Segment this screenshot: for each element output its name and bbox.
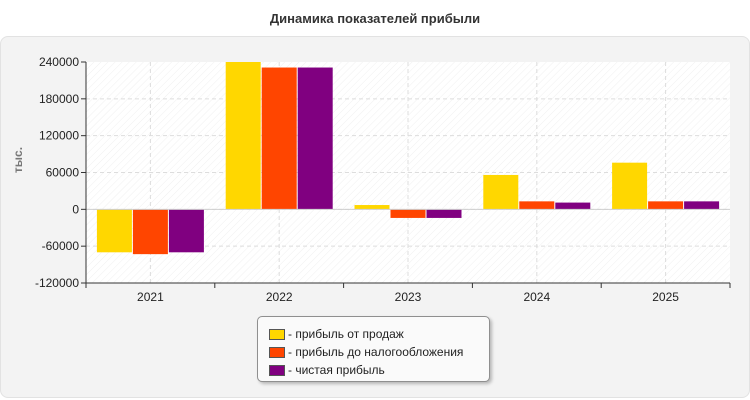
bar-прибыль-от-продаж-2022	[225, 62, 261, 210]
y-axis-label: тыс.	[11, 147, 25, 173]
y-tick-label: 60000	[46, 166, 80, 180]
legend-label-pretax-profit: - прибыль до налогообложения	[288, 345, 464, 359]
y-tick-label: 120000	[39, 129, 79, 143]
bar-чистая-прибыль-2024	[555, 202, 591, 210]
bar-чистая-прибыль-2025	[684, 201, 720, 210]
x-tick-label: 2022	[266, 290, 293, 304]
bar-прибыль-от-продаж-2024	[483, 174, 519, 210]
legend-label-sales-profit: - прибыль от продаж	[288, 327, 404, 341]
legend-swatch-sales-profit	[269, 328, 285, 340]
x-tick-label: 2025	[652, 290, 679, 304]
bar-прибыль-от-продаж-2021	[96, 209, 132, 253]
chart-title: Динамика показателей прибыли	[269, 11, 481, 26]
bar-прибыль-от-продаж-2025	[612, 162, 648, 210]
axes: 240000 180000 120000 60000 0 -60000 -120000 202…	[35, 55, 731, 304]
bars	[96, 62, 720, 255]
x-tick-label: 2023	[395, 290, 422, 304]
bar-прибыль-до-налогообложения-2022	[261, 67, 297, 210]
x-tick-label: 2024	[523, 290, 550, 304]
y-tick-label: 0	[72, 202, 79, 216]
legend-item-pretax-profit: - прибыль до налогообложения	[258, 343, 489, 361]
y-tick-label: -120000	[35, 276, 79, 290]
bar-прибыль-от-продаж-2023	[354, 205, 390, 210]
bar-прибыль-до-налогообложения-2025	[648, 201, 684, 210]
legend-item-sales-profit: - прибыль от продаж	[258, 325, 489, 343]
bar-чистая-прибыль-2022	[297, 67, 333, 210]
bar-прибыль-до-налогообложения-2023	[390, 209, 426, 218]
legend-item-net-profit: - чистая прибыль	[258, 361, 489, 379]
bar-чистая-прибыль-2023	[426, 209, 462, 218]
x-tick-label: 2021	[137, 290, 164, 304]
bar-прибыль-до-налогообложения-2021	[132, 209, 168, 255]
y-tick-label: 240000	[39, 55, 79, 69]
legend: - прибыль от продаж - прибыль до налогоо…	[257, 316, 490, 382]
legend-swatch-pretax-profit	[269, 346, 285, 358]
y-tick-label: -60000	[42, 239, 80, 253]
bar-прибыль-до-налогообложения-2024	[519, 201, 555, 210]
bar-чистая-прибыль-2021	[168, 209, 204, 253]
y-tick-label: 180000	[39, 92, 79, 106]
legend-label-net-profit: - чистая прибыль	[288, 363, 385, 377]
legend-swatch-net-profit	[269, 364, 285, 376]
